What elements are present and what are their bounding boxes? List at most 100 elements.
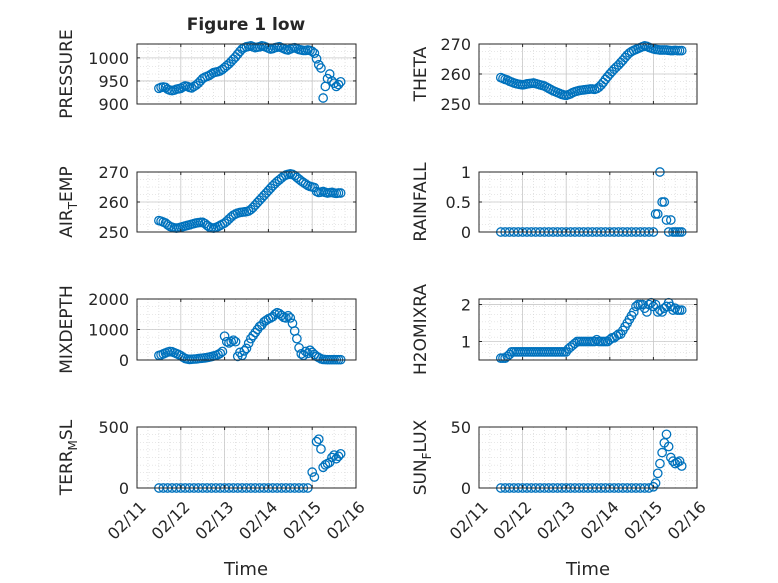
tick-marks	[136, 298, 357, 361]
y-axis-label: AIRTEMP	[57, 166, 80, 237]
x-tick-label: 02/11	[104, 497, 150, 543]
x-tick-label: 02/13	[191, 497, 237, 543]
axes-box	[478, 426, 698, 489]
y-tick-label: 2	[461, 296, 471, 315]
data-point	[676, 305, 687, 315]
y-axis-label: PRESSURE	[57, 29, 77, 118]
y-tick-label: 260	[98, 193, 129, 212]
y-axis-label: SUNFLUX	[411, 419, 434, 495]
tick-marks	[136, 171, 357, 233]
x-axis-label-right: Time	[565, 559, 610, 580]
major-grid	[137, 172, 356, 232]
data-point	[668, 456, 678, 467]
tick-marks	[478, 299, 698, 360]
axes-box	[478, 298, 698, 361]
data-point	[302, 348, 313, 359]
y-tick-label: 0	[461, 223, 471, 242]
y-tick-label: 1000	[88, 321, 129, 340]
data-point	[676, 461, 687, 471]
y-axis-label: TERRMSL	[57, 419, 80, 496]
data-point	[178, 352, 188, 363]
series-markers	[495, 297, 687, 364]
series-markers	[495, 40, 687, 101]
data-point	[670, 303, 681, 314]
x-tick-label: 02/14	[577, 497, 623, 543]
major-grid	[180, 427, 313, 488]
series-markers	[154, 40, 346, 103]
data-point	[313, 352, 324, 363]
data-point	[307, 467, 318, 477]
data-point	[281, 313, 291, 323]
axes-box	[136, 43, 357, 105]
data-point	[228, 210, 239, 221]
data-point	[219, 331, 230, 342]
y-tick-label: 950	[98, 72, 129, 91]
data-point	[327, 452, 337, 463]
data-point	[659, 197, 670, 207]
data-point	[313, 434, 324, 445]
subplot-pressure: 900 950 1000 PRESSURE	[57, 29, 357, 119]
minor-grid	[478, 427, 698, 488]
data-point	[657, 447, 667, 458]
tick-marks	[136, 426, 357, 489]
y-tick-label: 1	[461, 333, 471, 352]
data-point	[335, 188, 346, 198]
y-tick-label: 0.5	[446, 193, 471, 212]
data-point	[285, 313, 296, 323]
x-tick-label: 02/16	[323, 497, 369, 543]
data-point	[652, 209, 663, 219]
axes-box	[136, 426, 357, 489]
y-tick-label: 260	[440, 65, 471, 84]
data-point	[665, 215, 676, 225]
subplot-terr-msl: 0 500 TERRMSL 02/1102/1202/1302/1402/1502/1…	[57, 418, 369, 543]
data-point	[316, 444, 326, 454]
y-tick-label: 270	[440, 35, 471, 54]
y-axis-label: THETA	[411, 46, 431, 102]
tick-marks	[478, 171, 698, 233]
tick-marks	[478, 426, 698, 489]
data-point	[206, 69, 217, 79]
figure-title: Figure 1 low	[187, 15, 306, 35]
data-point	[631, 301, 641, 312]
x-tick-label: 02/15	[620, 497, 666, 543]
y-tick-label: 0	[119, 351, 129, 370]
data-point	[676, 45, 687, 56]
y-tick-label: 50	[451, 418, 471, 437]
y-axis-label: MIXDEPTH	[57, 285, 77, 374]
y-axis-label: H2OMIXRA	[411, 284, 431, 375]
y-tick-label: 2000	[88, 290, 129, 309]
data-point	[270, 309, 280, 320]
data-point	[591, 334, 602, 345]
major-grid	[137, 44, 356, 104]
data-point	[307, 46, 318, 57]
y-tick-label: 1000	[88, 49, 129, 68]
data-point	[335, 76, 346, 87]
data-point	[333, 79, 344, 90]
data-point	[241, 343, 252, 354]
y-tick-label: 1	[461, 163, 471, 182]
data-point	[650, 478, 661, 488]
subplot-theta: 250 260 270 THETA	[411, 35, 698, 114]
data-point	[661, 429, 672, 440]
data-point	[661, 215, 672, 225]
data-point	[217, 346, 228, 357]
x-axis-label-left: Time	[223, 559, 268, 580]
subplot-air-temp: 250 260 270 AIRTEMP	[57, 163, 357, 242]
data-point	[228, 335, 239, 346]
data-point	[311, 53, 322, 64]
y-tick-label: 0	[119, 479, 129, 498]
y-tick-label: 900	[98, 95, 129, 114]
data-point	[309, 48, 320, 59]
data-point	[652, 468, 663, 479]
data-point	[316, 63, 326, 73]
y-tick-label: 270	[98, 163, 129, 182]
data-point	[230, 336, 241, 347]
data-point	[674, 456, 685, 467]
tick-marks	[478, 43, 698, 105]
x-tick-label: 02/14	[235, 497, 281, 543]
data-point	[243, 338, 254, 349]
x-tick-label: 02/13	[533, 497, 579, 543]
